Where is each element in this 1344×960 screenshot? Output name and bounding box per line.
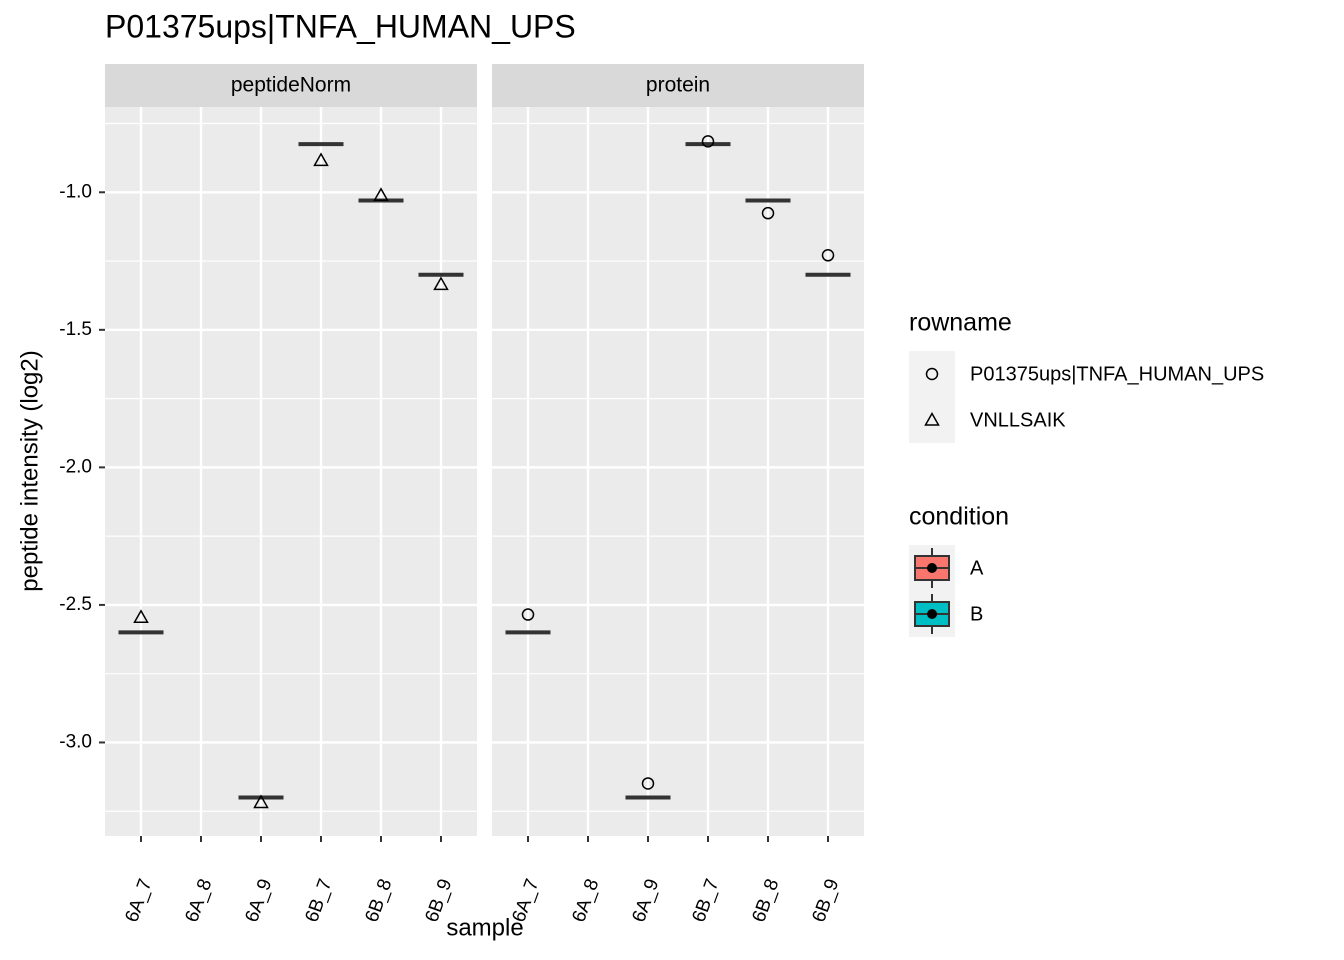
strip-label: peptideNorm <box>231 74 351 97</box>
data-point <box>701 135 715 148</box>
data-point <box>133 609 149 624</box>
x-tick-label: 6A_9 <box>242 876 277 925</box>
data-point <box>313 152 329 167</box>
y-tick-label: -2.0 <box>59 456 92 477</box>
data-point <box>761 206 775 220</box>
legend-dot <box>927 609 937 619</box>
legend-dot <box>927 563 937 573</box>
strip <box>105 64 477 107</box>
strip <box>492 64 864 107</box>
x-tick-label: 6B_9 <box>809 876 844 925</box>
legend-symbol <box>925 367 939 381</box>
legend-symbol <box>924 411 940 426</box>
legend-key <box>909 397 955 443</box>
y-tick-label: -1.5 <box>59 319 92 340</box>
legend-title: rowname <box>909 309 1012 337</box>
x-axis-title: sample <box>446 914 523 941</box>
x-tick-label: 6B_8 <box>749 876 784 925</box>
y-tick-label: -3.0 <box>59 731 92 752</box>
x-tick-label: 6B_7 <box>302 876 337 925</box>
x-tick-label: 6B_7 <box>689 876 724 925</box>
x-tick-label: 6B_8 <box>362 876 397 925</box>
panel <box>492 107 864 836</box>
data-point <box>433 276 449 291</box>
data-point <box>641 777 655 790</box>
x-tick-label: 6A_8 <box>182 876 217 925</box>
legend-label: P01375ups|TNFA_HUMAN_UPS <box>970 363 1264 385</box>
chart-title: P01375ups|TNFA_HUMAN_UPS <box>105 8 576 44</box>
data-point <box>521 608 535 621</box>
y-axis-title: peptide intensity (log2) <box>16 350 43 591</box>
x-tick-label: 6A_8 <box>569 876 604 925</box>
legend-title: condition <box>909 503 1009 531</box>
legend-label: A <box>970 557 984 579</box>
legend-label: B <box>970 603 983 625</box>
y-tick-label: -2.5 <box>59 594 92 615</box>
legend-key <box>909 351 955 397</box>
data-point <box>253 794 269 809</box>
y-tick-label: -1.0 <box>59 181 92 202</box>
panel <box>105 107 477 836</box>
x-tick-label: 6A_7 <box>122 876 157 925</box>
x-tick-label: 6A_9 <box>629 876 664 925</box>
legend-label: VNLLSAIK <box>970 409 1066 431</box>
strip-label: protein <box>646 74 710 97</box>
data-point <box>373 187 389 202</box>
data-point <box>821 249 835 262</box>
